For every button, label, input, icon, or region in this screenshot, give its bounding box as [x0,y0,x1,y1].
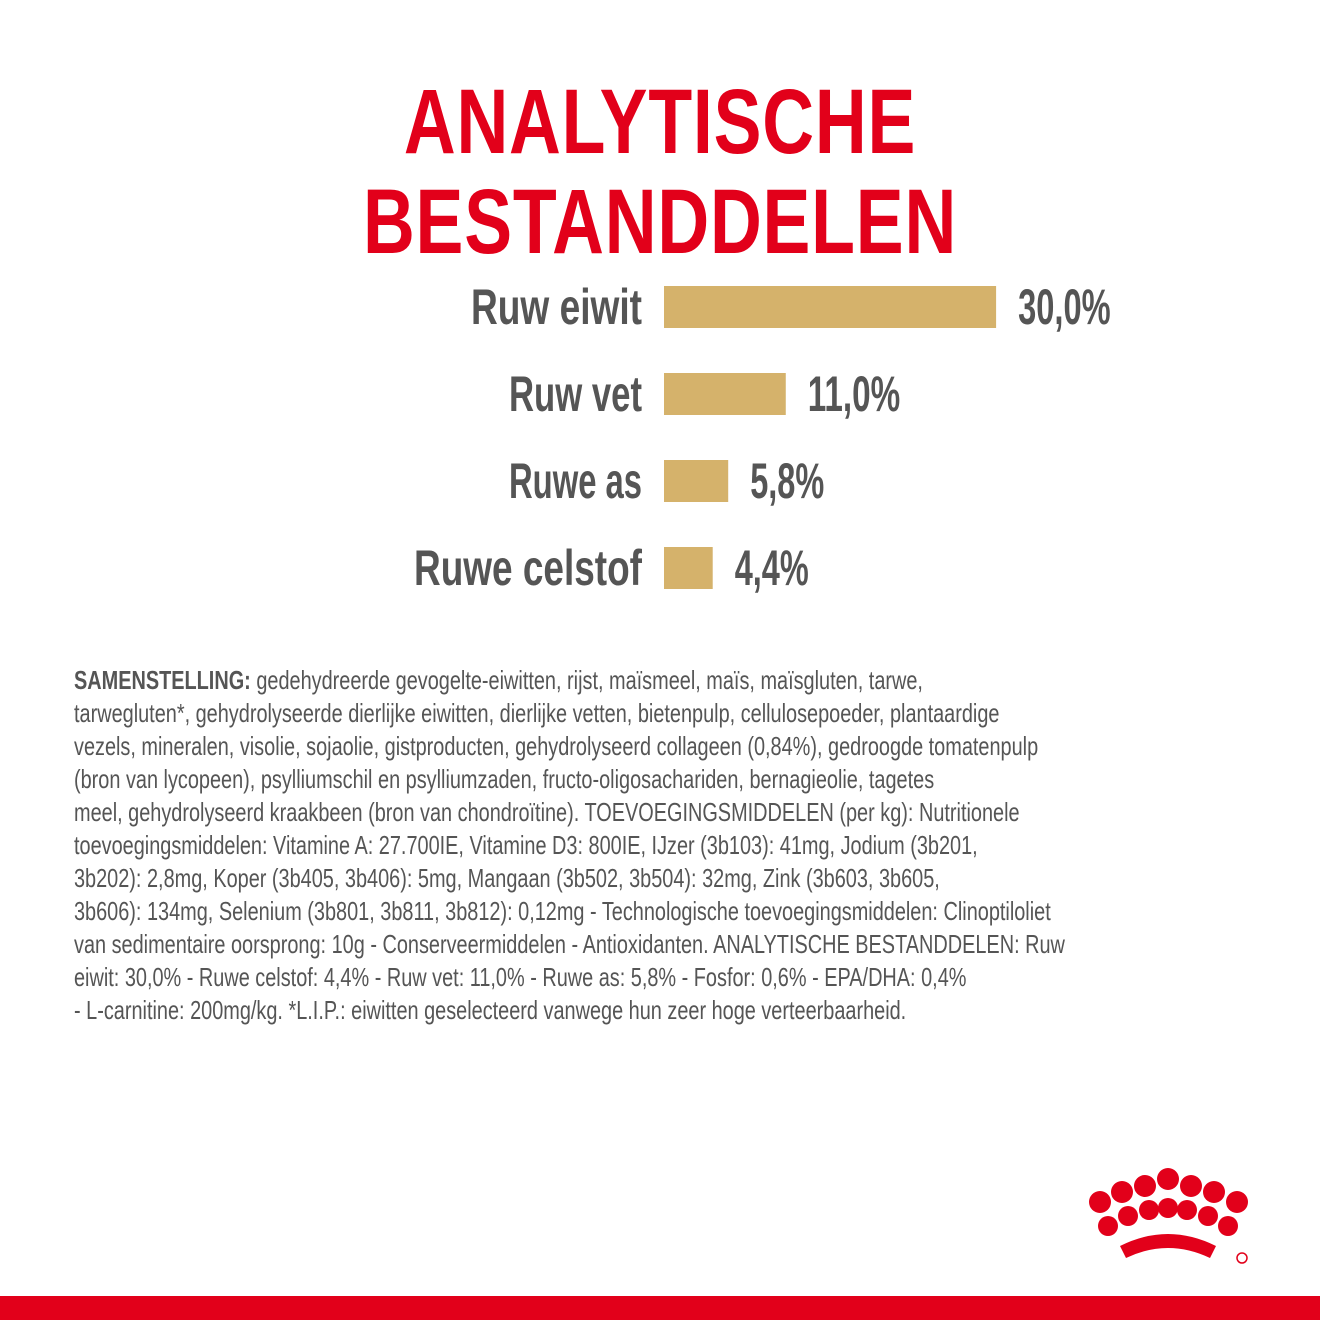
bar-value-label: 30,0% [1018,279,1111,335]
nutrient-bar-chart: Ruw eiwit 30,0% Ruw vet 11,0% Ruwe as 5,8% Ruw… [414,279,1111,596]
composition-line: vezels, mineralen, visolie, sojaolie, gi… [74,731,1039,761]
bar [664,373,786,415]
bar-category-label: Ruw vet [509,366,642,422]
composition-line: eiwit: 30,0% - Ruwe celstof: 4,4% - Ruw … [74,962,967,992]
page-title: ANALYTISCHE BESTANDDELEN [362,71,958,273]
bottom-brand-bar [0,1296,1320,1320]
bar [664,286,997,328]
composition-text: SAMENSTELLING: gedehydreerde gevogelte-e… [74,664,1252,1027]
composition-line: meel, gehydrolyseerd kraakbeen (bron van… [74,797,1020,827]
composition-line: toevoegingsmiddelen: Vitamine A: 27.700I… [74,830,978,860]
bar-category-label: Ruwe as [509,453,642,509]
composition-line: van sedimentaire oorsprong: 10g - Conser… [74,929,1065,959]
composition-line: SAMENSTELLING: gedehydreerde gevogelte-e… [74,664,1252,697]
composition-line-text: gedehydreerde gevogelte-eiwitten, rijst,… [256,665,923,695]
composition-line: (bron van lycopeen), psylliumschil en ps… [74,764,935,794]
composition-line: 3b202): 2,8mg, Koper (3b405, 3b406): 5mg… [74,863,940,893]
bar [664,460,729,502]
bar-value-label: 11,0% [808,366,901,422]
bar [664,547,713,589]
composition-lead: SAMENSTELLING: [74,665,251,695]
bar-category-label: Ruw eiwit [471,279,642,335]
composition-line: - L-carnitine: 200mg/kg. *L.I.P.: eiwitt… [74,995,907,1025]
composition-line: 3b606): 134mg, Selenium (3b801, 3b811, 3… [74,896,1051,926]
bar-category-label: Ruwe celstof [414,540,642,596]
composition-line: tarwegluten*, gehydrolyseerde dierlijke … [74,698,1000,728]
royal-canin-crown-logo-icon [1089,1168,1248,1264]
bar-value-label: 5,8% [750,453,824,509]
bar-value-label: 4,4% [735,540,809,596]
